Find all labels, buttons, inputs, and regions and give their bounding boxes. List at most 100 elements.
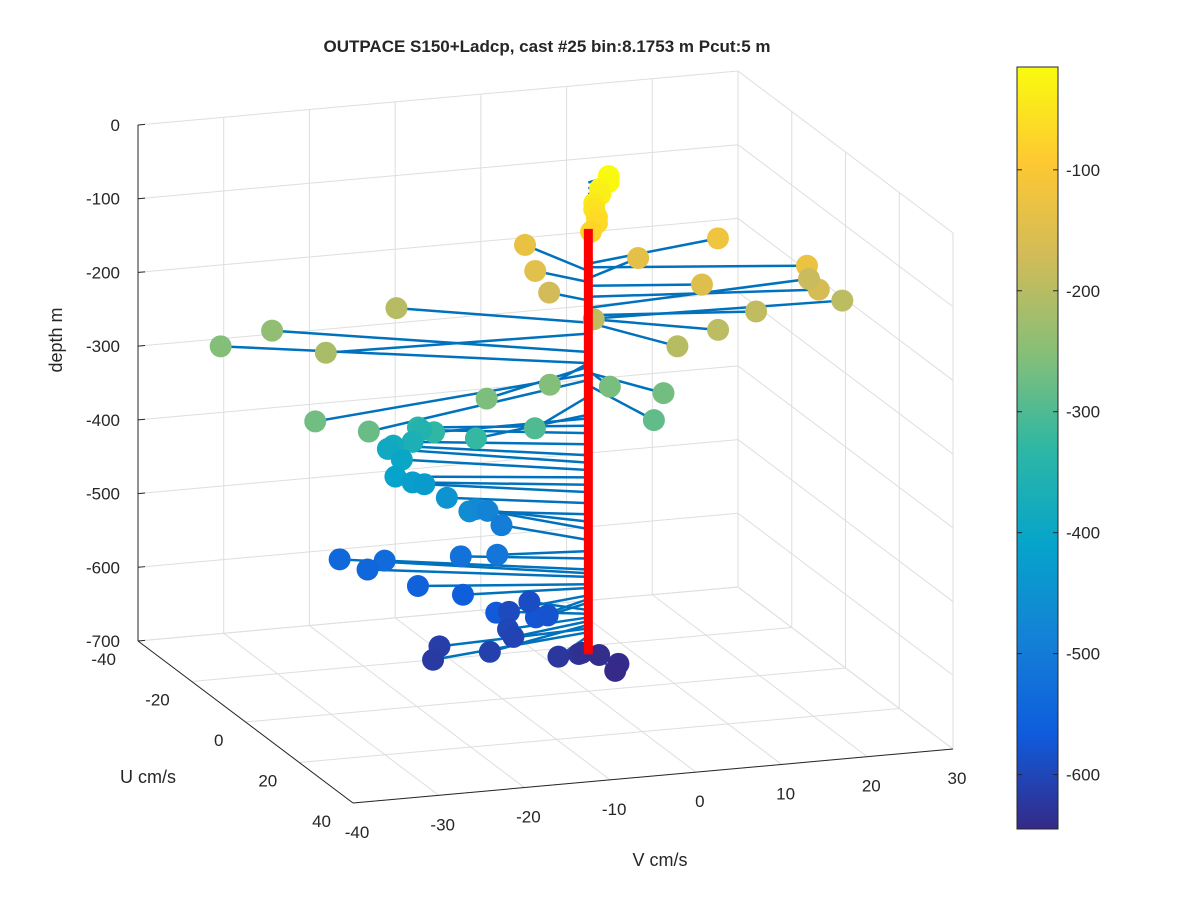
- depth-point-marker: [401, 430, 424, 453]
- colorbar: [1016, 66, 1059, 830]
- velocity-stick: [412, 481, 589, 486]
- velocity-stick: [588, 237, 719, 265]
- back-wall-z-gridline: [137, 70, 739, 126]
- depth-point-marker: [385, 297, 408, 320]
- colorbar-tick-label: -400: [1066, 524, 1100, 543]
- depth-point-marker: [478, 640, 501, 663]
- depth-point-marker: [666, 335, 689, 358]
- depth-tick-label: -700: [86, 632, 120, 651]
- depth-point-marker: [707, 318, 730, 341]
- u-tick-label: 0: [214, 731, 223, 750]
- depth-point-marker: [373, 549, 396, 572]
- v-axis-line: [352, 748, 954, 804]
- u-axis-label: U cm/s: [120, 767, 176, 787]
- depth-point-marker: [604, 659, 627, 682]
- depth-point-marker: [314, 341, 337, 364]
- depth-point-marker: [538, 281, 561, 304]
- side-wall-z-gridline: [737, 144, 954, 308]
- velocity-stick: [501, 523, 589, 542]
- depth-tick-label: -600: [86, 558, 120, 577]
- depth-point-marker: [422, 648, 445, 671]
- depth-tick-mark: [137, 123, 146, 126]
- velocity-stick: [487, 509, 589, 531]
- depth-point-marker: [451, 583, 474, 606]
- depth-point-marker: [524, 259, 547, 282]
- depth-point-marker: [384, 465, 407, 488]
- depth-point-marker: [498, 600, 521, 623]
- depth-point-marker: [486, 543, 509, 566]
- colorbar-tick-label: -100: [1066, 161, 1100, 180]
- depth-point-marker: [406, 574, 429, 597]
- velocity-stick: [513, 619, 589, 639]
- depth-point-marker: [588, 644, 611, 667]
- u-tick-label: -40: [91, 650, 116, 669]
- v-tick-label: -10: [602, 800, 627, 819]
- colorbar-tick-label: -300: [1066, 403, 1100, 422]
- depth-point-marker: [518, 590, 541, 613]
- depth-point-marker: [536, 604, 559, 627]
- depth-point-marker: [413, 473, 436, 496]
- depth-tick-label: -200: [86, 263, 120, 282]
- velocity-stick: [588, 299, 843, 321]
- depth-point-marker: [523, 417, 546, 440]
- side-wall-z-gridline: [737, 365, 954, 529]
- side-wall-z-gridline: [737, 291, 954, 455]
- depth-point-marker: [464, 427, 487, 450]
- depth-point-marker: [547, 645, 570, 668]
- back-wall-z-gridline: [137, 144, 739, 200]
- velocity-stick: [421, 428, 589, 435]
- v-tick-label: -40: [345, 823, 370, 842]
- floor-u-gridline: [245, 667, 846, 723]
- back-wall-z-gridline: [137, 512, 739, 568]
- velocity-stick: [384, 559, 589, 571]
- depth-tick-labels: 0 -100 -200 -300 -400 -500 -600 -700: [86, 116, 120, 651]
- back-wall-z-gridline: [137, 439, 739, 495]
- depth-point-marker: [745, 300, 768, 323]
- side-wall-z-gridline: [737, 439, 954, 602]
- v-tick-label: 30: [948, 769, 967, 788]
- v-tick-labels: -40 -30 -20 -10 0 10 20 30: [345, 769, 967, 842]
- velocity-stick: [446, 496, 589, 505]
- velocity-stick: [401, 458, 589, 472]
- u-axis-line: [137, 640, 354, 804]
- colorbar-tick-label: -500: [1066, 645, 1100, 664]
- chart-title: OUTPACE S150+Ladcp, cast #25 bin:8.1753 …: [323, 37, 770, 56]
- depth-point-marker: [357, 420, 380, 443]
- depth-point-marker: [209, 335, 232, 358]
- u-tick-label: 20: [258, 772, 277, 791]
- depth-tick-mark: [137, 197, 146, 200]
- velocity-stick: [220, 345, 589, 365]
- depth-tick-label: -100: [86, 190, 120, 209]
- depth-point-marker: [476, 499, 499, 522]
- v-tick-label: -30: [430, 815, 455, 834]
- u-tick-label: -20: [145, 691, 170, 710]
- depth-point-marker: [831, 289, 854, 312]
- velocity-stick: [587, 384, 655, 422]
- depth-point-marker: [304, 410, 327, 433]
- depth-point-marker: [449, 545, 472, 568]
- velocity-stick: [387, 447, 589, 464]
- depth-point-marker: [706, 227, 729, 250]
- colorbar-tick-labels: -100 -200 -300 -400 -500 -600: [1017, 161, 1100, 785]
- velocity-stick: [588, 317, 719, 332]
- depth-point-marker: [261, 319, 284, 342]
- v-tick-label: 10: [776, 784, 795, 803]
- depth-point-marker: [514, 233, 537, 256]
- back-wall-z-gridline: [137, 217, 739, 273]
- back-wall-z-gridline: [137, 365, 739, 421]
- v-tick-label: 20: [862, 777, 881, 796]
- depth-tick-label: -300: [86, 337, 120, 356]
- velocity-stick: [412, 440, 589, 446]
- depth-point-marker: [652, 382, 675, 405]
- depth-tick-mark: [137, 271, 146, 273]
- depth-tick-mark: [137, 418, 146, 421]
- floor-u-gridline: [299, 708, 900, 763]
- velocity-stick: [367, 568, 589, 579]
- depth-point-marker: [390, 448, 413, 471]
- velocity-stick: [393, 444, 589, 457]
- velocity-stick: [588, 321, 678, 348]
- depth-tick-mark: [137, 492, 146, 495]
- colorbar-tick-label: -600: [1066, 766, 1100, 785]
